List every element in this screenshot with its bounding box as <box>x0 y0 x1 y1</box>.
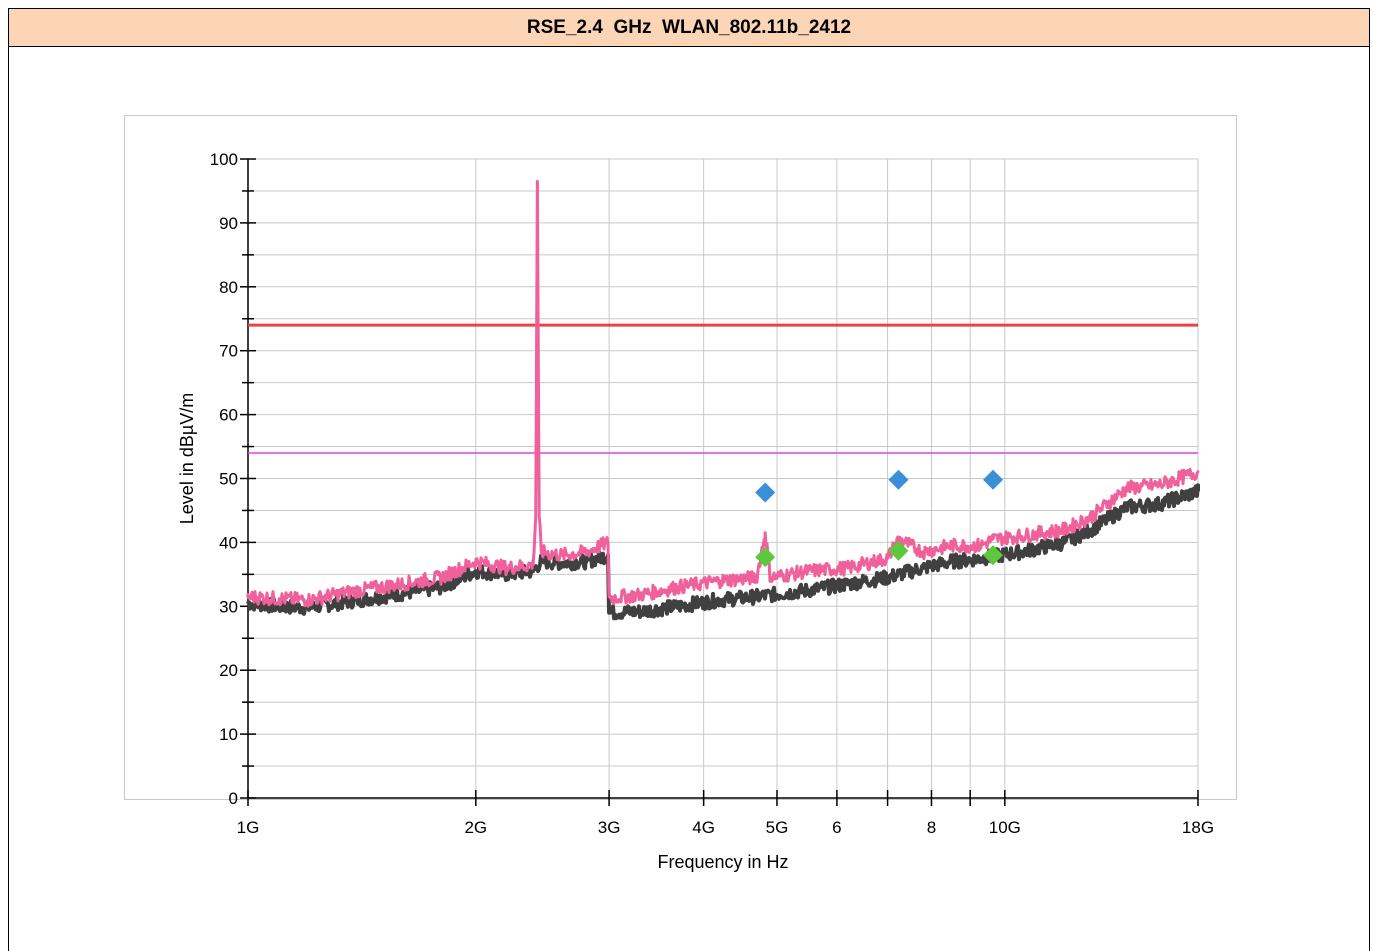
x-tick-label: 10G <box>989 818 1021 837</box>
x-tick-label: 5G <box>766 818 789 837</box>
x-tick-label: 1G <box>237 818 260 837</box>
measurement-marker <box>755 482 776 503</box>
chart-box <box>124 115 1237 800</box>
y-tick-label: 50 <box>219 470 238 489</box>
measurement-marker <box>888 469 909 490</box>
report-title: RSE_2.4 GHz WLAN_802.11b_2412 <box>526 16 852 38</box>
x-tick-label: 6 <box>832 818 841 837</box>
x-tick-label: 3G <box>598 818 621 837</box>
x-tick-label: 8 <box>927 818 936 837</box>
measurement-marker <box>983 469 1004 490</box>
peak-series-line <box>246 179 1200 608</box>
y-tick-label: 20 <box>219 661 238 680</box>
y-tick-label: 100 <box>210 150 238 169</box>
x-tick-label: 2G <box>464 818 487 837</box>
x-tick-label: 4G <box>692 818 715 837</box>
measurement-marker <box>983 545 1004 566</box>
x-axis-label: Frequency in Hz <box>657 852 788 872</box>
title-bar: RSE_2.4 GHz WLAN_802.11b_2412 <box>9 9 1369 47</box>
measurement-marker <box>888 540 909 561</box>
y-axis-label: Level in dBµV/m <box>177 393 197 524</box>
measurement-marker <box>755 547 776 568</box>
y-tick-label: 0 <box>229 789 238 808</box>
x-tick-label: 18G <box>1182 818 1214 837</box>
y-tick-label: 90 <box>219 214 238 233</box>
y-tick-label: 70 <box>219 342 238 361</box>
report-frame: RSE_2.4 GHz WLAN_802.11b_2412 <box>8 8 1370 951</box>
y-tick-label: 30 <box>219 597 238 616</box>
y-tick-label: 40 <box>219 533 238 552</box>
y-tick-label: 80 <box>219 278 238 297</box>
y-tick-label: 10 <box>219 725 238 744</box>
y-tick-label: 60 <box>219 406 238 425</box>
